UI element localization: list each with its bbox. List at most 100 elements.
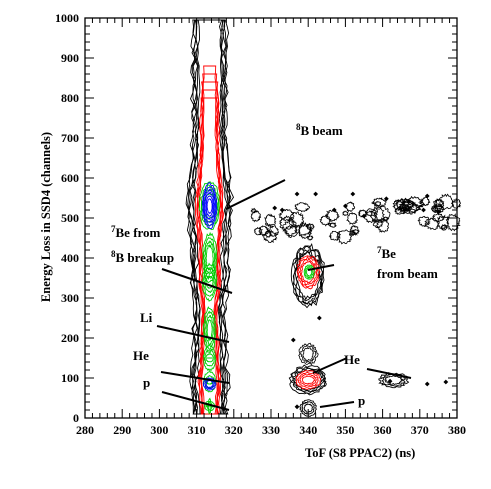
halo-contour bbox=[250, 209, 262, 223]
halo-contour bbox=[374, 205, 391, 224]
label-7be-beam-line2: from beam bbox=[377, 266, 438, 281]
halo-contour bbox=[445, 213, 461, 232]
be7-red-contour bbox=[300, 260, 316, 284]
x-tick-label: 310 bbox=[188, 423, 206, 437]
beam-band-green-contour bbox=[204, 310, 216, 350]
x-tick-label: 280 bbox=[76, 423, 94, 437]
annotation-leader-line bbox=[225, 179, 286, 210]
halo-contour bbox=[294, 202, 311, 213]
halo-contour bbox=[351, 228, 360, 235]
beam-band-green-contour bbox=[198, 181, 220, 231]
axis-tick-labels: 280 290 300 310 320 330 340 350 360 370 380 0 100 200… bbox=[55, 11, 466, 437]
beam-band-green-contour bbox=[203, 400, 216, 412]
beam-band-green-contour bbox=[202, 344, 217, 372]
diamond-marker bbox=[290, 337, 296, 343]
he-red-contour bbox=[301, 375, 316, 385]
halo-contour bbox=[440, 224, 448, 231]
annotation-leader-line bbox=[312, 357, 348, 374]
label-p-band: p bbox=[143, 375, 150, 390]
diamond-marker bbox=[313, 191, 319, 197]
y-tick-label: 1000 bbox=[55, 11, 79, 25]
y-tick-label: 500 bbox=[61, 211, 79, 225]
label-he-side: He bbox=[344, 352, 360, 367]
x-tick-label: 380 bbox=[448, 423, 466, 437]
beam-core-blue-contour bbox=[202, 186, 217, 227]
beam-band-green-contour bbox=[204, 271, 215, 293]
he-scattered-contour bbox=[383, 375, 404, 386]
be7-outer-contour bbox=[292, 249, 323, 305]
annotation-leader-line bbox=[161, 391, 230, 411]
y-axis-label: Energy Loss in SSD4 (channels) bbox=[39, 132, 53, 302]
halo-contour bbox=[281, 218, 299, 237]
diamond-marker bbox=[361, 213, 367, 219]
halo-contour bbox=[297, 224, 313, 237]
be7-green-contour bbox=[304, 265, 314, 279]
beam-band-green-contour bbox=[205, 243, 214, 272]
he-scattered-contour bbox=[378, 372, 410, 389]
x-tick-label: 350 bbox=[336, 423, 354, 437]
be7-outer-contour bbox=[292, 245, 324, 307]
halo-contour bbox=[328, 230, 341, 241]
p-contour bbox=[301, 400, 315, 415]
halo-contour bbox=[438, 193, 455, 210]
x-tick-label: 300 bbox=[150, 423, 168, 437]
x-axis-label: ToF (S8 PPAC2) (ns) bbox=[305, 446, 415, 460]
beam-band-outer-contour bbox=[185, 19, 235, 415]
halo-contour bbox=[417, 215, 431, 227]
he-outer-contour bbox=[288, 364, 327, 396]
beam-core-blue-contour bbox=[203, 188, 216, 224]
halo-contour bbox=[253, 226, 264, 236]
halo-dense-contour bbox=[399, 195, 425, 212]
y-tick-label: 600 bbox=[61, 171, 79, 185]
diamond-marker bbox=[316, 315, 322, 321]
label-7be-beam-line1: 7Be bbox=[377, 245, 396, 261]
label-he-band: He bbox=[133, 348, 149, 363]
halo-contour bbox=[371, 197, 387, 208]
beam-band-green-contour bbox=[204, 349, 215, 367]
annotation-leader-line bbox=[319, 401, 355, 408]
diamond-marker bbox=[436, 209, 441, 215]
annotation-leader-line bbox=[160, 371, 230, 384]
x-tick-label: 340 bbox=[299, 423, 317, 437]
diamond-marker bbox=[272, 205, 278, 211]
halo-contour bbox=[342, 210, 349, 216]
diamond-marker bbox=[421, 207, 426, 213]
y-tick-label: 700 bbox=[61, 131, 79, 145]
diamond-marker bbox=[443, 379, 449, 385]
y-tick-label: 800 bbox=[61, 91, 79, 105]
he-upper-contour bbox=[302, 346, 315, 362]
annotation-leader-line bbox=[366, 368, 412, 379]
contour-layer bbox=[185, 19, 462, 418]
diamond-marker bbox=[350, 191, 356, 197]
label-7be-breakup-line2: 8B breakup bbox=[111, 249, 174, 265]
y-tick-label: 100 bbox=[61, 371, 79, 385]
label-p-side: p bbox=[358, 393, 365, 408]
beam-band-green-contour bbox=[202, 231, 218, 284]
beam-band-green-contour bbox=[205, 275, 214, 289]
halo-contour bbox=[306, 235, 314, 241]
beam-band-green-contour bbox=[205, 353, 214, 363]
be7-red-contour bbox=[299, 258, 318, 286]
beam-core-blue-contour bbox=[204, 191, 215, 221]
beam-band-green-contour bbox=[203, 236, 217, 281]
diamond-marker bbox=[424, 381, 430, 387]
beam-band-green-contour bbox=[204, 375, 216, 389]
halo-contour bbox=[278, 208, 295, 222]
y-tick-label: 0 bbox=[73, 411, 79, 425]
he-core-blue-contour bbox=[202, 377, 217, 391]
be7-red-contour bbox=[297, 255, 319, 288]
p-contour bbox=[303, 403, 314, 413]
halo-contour bbox=[325, 209, 341, 222]
beam-core-blue-contour bbox=[205, 195, 214, 217]
diamond-marker bbox=[294, 404, 300, 410]
beam-band-red-contour bbox=[194, 97, 225, 415]
axis-ticks bbox=[84, 17, 458, 419]
y-tick-label: 300 bbox=[61, 291, 79, 305]
halo-contour bbox=[346, 211, 358, 226]
y-tick-label: 400 bbox=[61, 251, 79, 265]
label-8b-beam: 8B beam bbox=[296, 122, 343, 138]
halo-contour bbox=[305, 223, 315, 231]
halo-contour bbox=[335, 229, 353, 245]
he-red-contour bbox=[299, 373, 317, 387]
